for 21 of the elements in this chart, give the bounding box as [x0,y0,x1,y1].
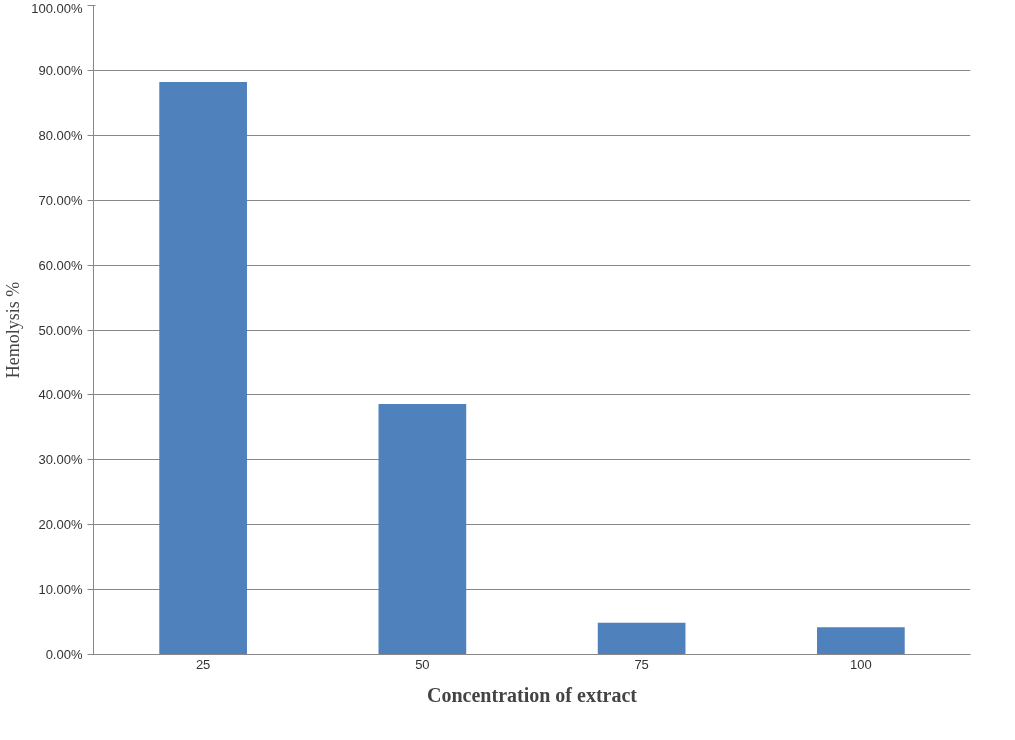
y-tick-label: 70.00% [38,192,83,208]
bar [597,622,686,655]
y-tick-label: 30.00% [38,452,83,468]
y-axis-title: Hemolysis % [3,281,24,379]
bar [378,403,467,655]
x-axis-title: Concentration of extract [427,683,638,706]
bar [817,627,905,655]
y-tick-label: 40.00% [38,387,83,403]
y-tick-label: 60.00% [38,257,83,273]
x-tick-label: 50 [415,656,430,672]
y-tick-label: 20.00% [38,517,83,533]
y-tick-label: 80.00% [38,127,83,143]
y-tick-label: 10.00% [38,582,83,598]
y-tick-label: 90.00% [38,62,83,78]
x-tick-label: 100 [850,656,872,672]
y-tick-label: 50.00% [38,322,83,338]
y-tick-label: 0.00% [45,647,83,662]
bar [159,82,247,655]
y-tick-label: 100.00% [31,0,83,16]
x-tick-label: 75 [634,656,649,672]
x-tick-label: 25 [195,656,211,672]
